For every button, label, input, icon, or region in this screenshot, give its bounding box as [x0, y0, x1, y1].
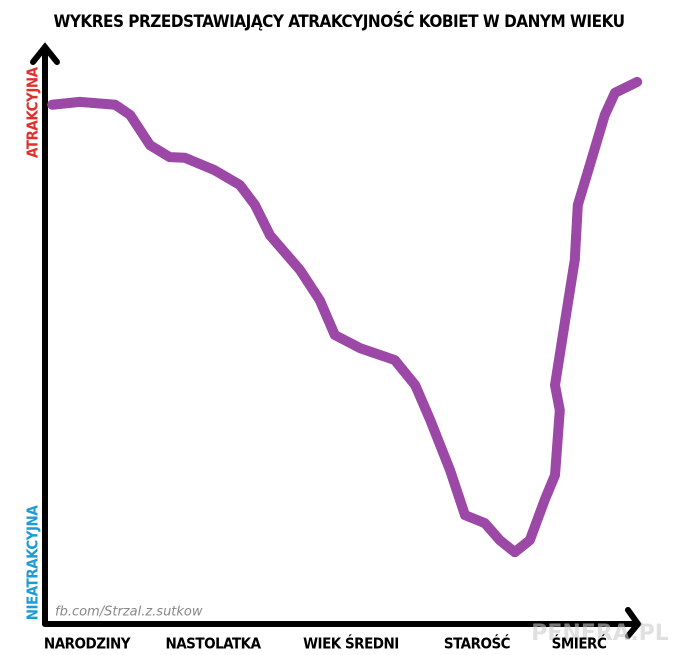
y-tick-label: ATRAKCYJNA [24, 66, 42, 158]
data-line [47, 76, 643, 558]
x-tick-label: WIEK ŚREDNI [303, 634, 399, 653]
watermark: PENERA.PL [531, 621, 668, 646]
x-tick-label: NASTOLATKA [165, 635, 261, 653]
y-tick-label: NIEATRAKCYJNA [24, 505, 42, 621]
watermark: fb.com/Strzal.z.sutkow [55, 605, 203, 620]
x-axis-arrow [625, 607, 642, 639]
x-tick-label: STAROŚĆ [444, 634, 511, 653]
chart-title: WYKRES PRZEDSTAWIAJĄCY ATRAKCYJNOŚĆ KOBI… [53, 10, 624, 32]
x-tick-label: NARODZINY [44, 635, 131, 653]
x-tick-label: ŚMIERĆ [552, 634, 607, 653]
axes [30, 42, 642, 639]
y-axis-arrow [30, 42, 60, 65]
